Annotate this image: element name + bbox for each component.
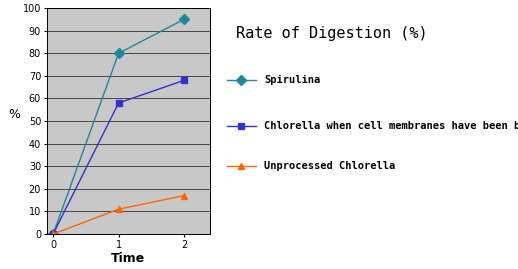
Line: Chlorella when cell membranes have been broken: Chlorella when cell membranes have been … [50, 77, 188, 238]
Unprocessed Chlorella [181, 194, 187, 197]
Line: Spirulina: Spirulina [50, 16, 188, 238]
Text: Rate of Digestion (%): Rate of Digestion (%) [236, 26, 427, 41]
Unprocessed Chlorella [116, 208, 122, 211]
Unprocessed Chlorella [50, 232, 56, 236]
X-axis label: Time: Time [111, 252, 146, 265]
Text: Unprocessed Chlorella: Unprocessed Chlorella [264, 161, 396, 171]
Chlorella when cell membranes have been broken [116, 101, 122, 105]
Text: Spirulina: Spirulina [264, 75, 321, 85]
Chlorella when cell membranes have been broken [181, 79, 187, 82]
Line: Unprocessed Chlorella: Unprocessed Chlorella [50, 192, 188, 238]
Chlorella when cell membranes have been broken [50, 232, 56, 236]
Spirulina [50, 232, 56, 236]
Text: Chlorella when cell membranes have been broken: Chlorella when cell membranes have been … [264, 121, 518, 130]
Y-axis label: %: % [8, 108, 20, 121]
Spirulina [116, 52, 122, 55]
Spirulina [181, 18, 187, 21]
